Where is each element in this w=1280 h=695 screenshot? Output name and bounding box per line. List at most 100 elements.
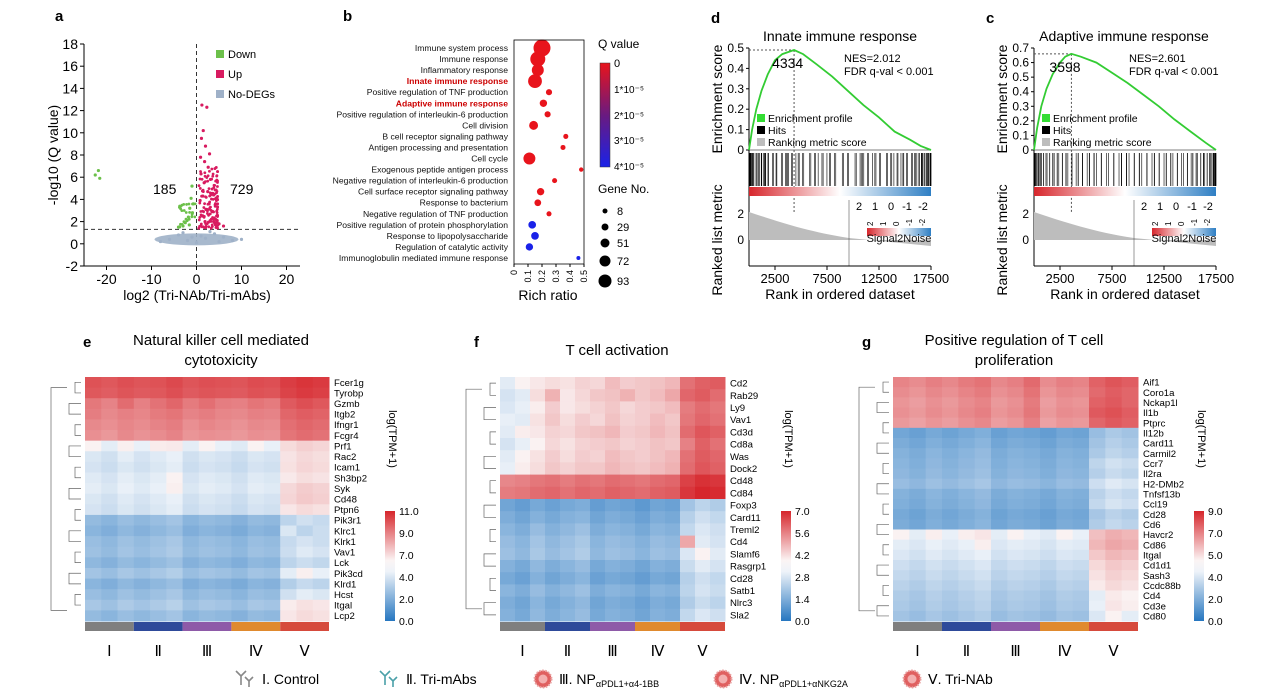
heatmap-cell <box>166 525 184 537</box>
heatmap-cell <box>500 474 516 488</box>
heatmap-cell <box>296 525 314 537</box>
volcano-point <box>212 220 216 224</box>
heatmap-cell <box>620 462 636 476</box>
heatmap-cell <box>635 413 651 427</box>
heatmap-cell <box>530 535 546 549</box>
heatmap-cell <box>296 419 314 431</box>
volcano-point <box>216 179 219 183</box>
heatmap-cell <box>680 560 696 573</box>
heatmap-cell <box>893 427 910 439</box>
heatmap-cell <box>263 599 281 611</box>
heatmap-cell <box>545 608 561 622</box>
q-tick: 3*10⁻⁵ <box>614 136 644 147</box>
heatmap-cell <box>1007 417 1025 429</box>
y-tick-label: 14 <box>62 80 78 96</box>
colorbar-tick-label: 11.0 <box>399 506 419 518</box>
heatmap-cell <box>247 493 265 505</box>
heatmap-cell <box>545 584 561 598</box>
heatmap-cell <box>296 387 314 399</box>
colorbar-tick-label: 9.0 <box>399 528 414 540</box>
heatmap-cell <box>117 525 135 537</box>
heatmap-cell <box>942 478 959 490</box>
heatmap-cell <box>312 546 330 558</box>
heatmap-gene-label: Cd80 <box>1143 611 1166 622</box>
heatmap-cell <box>1056 427 1074 439</box>
heatmap-cell <box>280 483 297 495</box>
heatmap-cell <box>101 483 119 495</box>
heatmap-cell <box>1089 458 1106 469</box>
x-tick-label: 7500 <box>813 271 842 286</box>
heatmap-cell <box>1040 549 1057 561</box>
heatmap-cell <box>575 523 591 537</box>
volcano-point <box>203 236 208 240</box>
heatmap-cell <box>710 499 726 512</box>
volcano-point <box>203 180 207 184</box>
heatmap-cell <box>166 440 184 452</box>
group-bar-segment <box>1040 622 1089 631</box>
antibody-shape <box>379 670 398 687</box>
volcano-point <box>212 232 217 236</box>
volcano-point <box>193 202 197 206</box>
heatmap-cell <box>665 450 681 463</box>
heatmap-cell <box>560 523 576 537</box>
heatmap-cell <box>198 504 216 516</box>
heatmap-cell <box>515 572 531 585</box>
heatmap-cell <box>605 584 621 598</box>
heatmap-cell <box>117 430 135 442</box>
heatmap-gene-label: Sh3bp2 <box>334 473 367 484</box>
go-term-label: Positive regulation of interleukin-6 pro… <box>337 109 509 119</box>
heatmap-cell <box>695 535 711 549</box>
volcano-point <box>98 176 102 180</box>
heatmap-cell <box>215 430 232 442</box>
heatmap-cell <box>263 610 281 622</box>
heatmap-cell <box>575 535 591 549</box>
heatmap-cell <box>515 523 531 537</box>
heatmap-cell <box>150 419 167 431</box>
group-label: Ⅴ <box>697 643 708 660</box>
fdr-label: FDR q-val < 0.001 <box>1129 66 1219 78</box>
count-up: 729 <box>230 181 254 197</box>
heatmap-cell <box>958 529 976 541</box>
heatmap-cell <box>166 567 184 580</box>
y-tick-label: 0.5 <box>1012 70 1029 84</box>
heatmap-cell <box>1072 590 1090 602</box>
grad-tick-label: -2 <box>1203 201 1213 213</box>
heatmap-cell <box>280 536 297 548</box>
heatmap-cell <box>695 462 711 476</box>
heatmap-cell <box>710 572 726 585</box>
heatmap-cell <box>166 377 184 389</box>
heatmap-cell <box>133 536 151 548</box>
heatmap-cell <box>909 549 927 561</box>
heatmap-cell <box>515 584 531 598</box>
heatmap-cell <box>101 430 119 442</box>
dendrogram-branch <box>465 388 482 610</box>
heatmap-cell <box>117 599 135 611</box>
heatmap-cell <box>590 401 606 415</box>
heatmap-cell <box>515 413 531 427</box>
heatmap-gene-label: Cd48 <box>334 495 357 506</box>
heatmap-cell <box>263 589 281 601</box>
volcano-point <box>208 194 212 198</box>
heatmap-cell <box>893 570 910 581</box>
heatmap-cell <box>215 504 232 516</box>
heatmap-cell <box>182 483 200 495</box>
group-bar-segment <box>893 622 942 631</box>
heatmap-cell <box>182 599 200 611</box>
heatmap-cell <box>1023 407 1041 419</box>
heatmap-cell <box>1023 580 1041 591</box>
heatmap-cell <box>1056 397 1074 408</box>
heatmap-cell <box>560 572 576 585</box>
heatmap-cell <box>958 570 976 581</box>
heatmap-cell <box>925 427 943 439</box>
heatmap-cell <box>695 560 711 573</box>
heatmap-cell <box>545 438 561 451</box>
heatmap-cell <box>1121 560 1139 571</box>
heatmap-cell <box>1121 438 1139 449</box>
heatmap-cell <box>605 413 621 427</box>
heatmap-cell <box>198 483 216 495</box>
heatmap-cell <box>974 427 992 439</box>
heatmap-cell <box>605 547 621 561</box>
heatmap-cell <box>680 584 696 598</box>
heatmap-cell <box>942 600 959 612</box>
heatmap-gene-label: Nckap1l <box>1143 398 1178 409</box>
